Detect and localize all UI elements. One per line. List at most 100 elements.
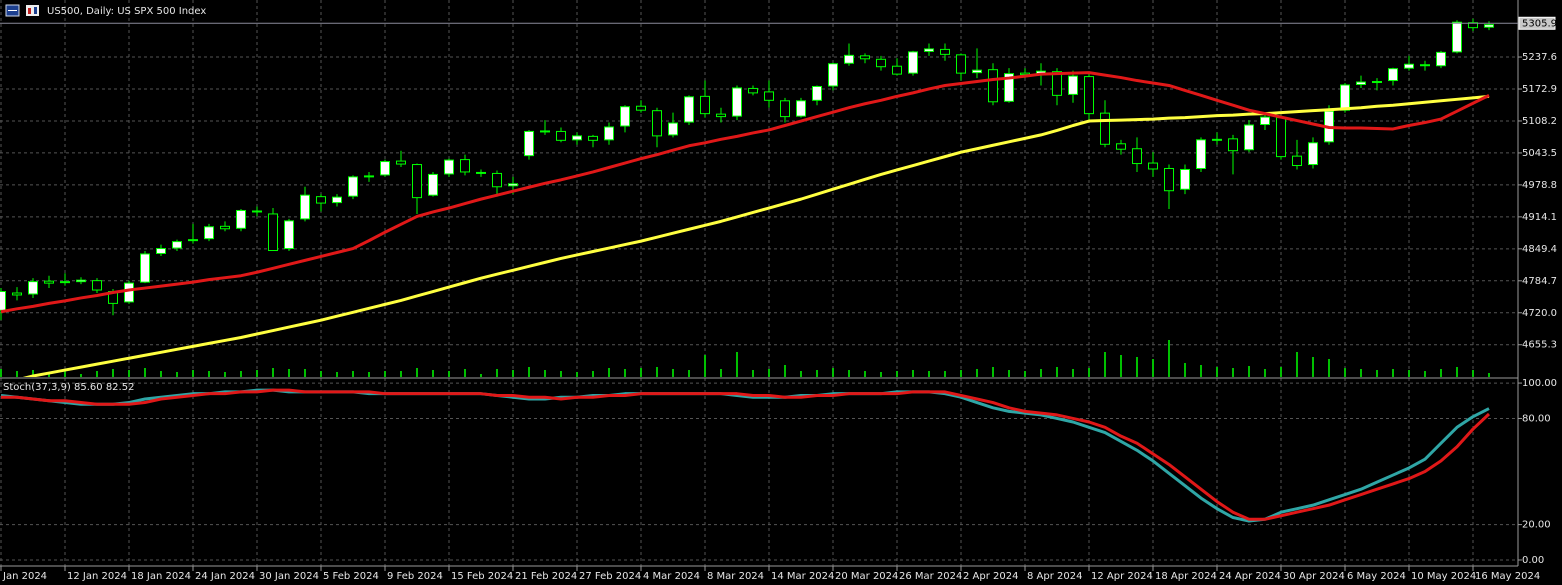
candle-body <box>444 159 454 175</box>
volume-bar <box>752 370 754 377</box>
volume-bar <box>1136 357 1138 377</box>
candle-body <box>684 96 694 123</box>
volume-bar <box>1248 366 1250 377</box>
volume-bar <box>976 369 978 377</box>
volume-bar <box>1008 370 1010 377</box>
candle-body <box>92 280 102 291</box>
y-tick-label: 5237.6 <box>1522 52 1557 63</box>
candle-body <box>220 225 230 230</box>
candle-body <box>1404 63 1414 69</box>
chart-title: US500, Daily: US SPX 500 Index <box>47 6 206 17</box>
volume-bar <box>224 372 226 377</box>
volume-bar <box>1408 370 1410 377</box>
candle-body <box>1084 76 1094 115</box>
icon <box>34 7 37 14</box>
volume-bar <box>1472 370 1474 377</box>
volume-bar <box>1168 340 1170 377</box>
header-icons <box>5 4 39 17</box>
candle-body <box>1468 22 1478 29</box>
candle-body <box>556 130 566 141</box>
candle-body <box>908 51 918 74</box>
candle-body <box>1436 51 1446 67</box>
x-tick-label: 5 Feb 2024 <box>323 571 379 582</box>
candle-body <box>508 183 518 187</box>
candle-body <box>476 171 486 174</box>
candle-body <box>828 63 838 87</box>
volume-bar <box>240 371 242 377</box>
series-line <box>1 388 1491 521</box>
grid <box>0 0 1518 566</box>
volume-bar <box>832 368 834 377</box>
candle-body <box>1244 124 1254 151</box>
volume-bar <box>864 371 866 377</box>
candle-body <box>1484 24 1494 28</box>
candle-body <box>364 175 374 178</box>
candle-body <box>1196 139 1206 169</box>
x-tick-label: 30 Apr 2024 <box>1283 571 1345 582</box>
candle-body <box>1116 143 1126 150</box>
y-tick-label: 4849.4 <box>1522 244 1557 255</box>
volume-bar <box>1152 359 1154 377</box>
volume-bar <box>496 369 498 377</box>
candle-body <box>1372 81 1382 84</box>
y-tick-label: 4914.1 <box>1522 212 1557 223</box>
candle-body <box>748 87 758 94</box>
x-tick-label: 12 Jan 2024 <box>67 571 127 582</box>
volume-bar <box>528 367 530 377</box>
volume-bar <box>1120 355 1122 377</box>
x-tick-label: 2 Apr 2024 <box>963 571 1018 582</box>
volume-bar <box>144 368 146 377</box>
y-tick-label: 5108.2 <box>1522 116 1557 127</box>
candle-body <box>956 54 966 74</box>
y-tick-label: 4720.0 <box>1522 308 1557 319</box>
volume-bar <box>192 370 194 377</box>
candle-body <box>1164 167 1174 192</box>
candle-body <box>588 135 598 141</box>
volume-bar <box>736 352 738 377</box>
volume-bar <box>1296 352 1298 377</box>
candle-body <box>524 130 534 157</box>
candle-body <box>636 105 646 111</box>
volume-bar <box>64 371 66 377</box>
volume-bar <box>32 370 34 377</box>
volume-bar <box>656 367 658 377</box>
candle-body <box>1100 112 1110 145</box>
volume-bar <box>576 372 578 377</box>
candle-body <box>236 209 246 229</box>
candle-body <box>700 95 710 115</box>
x-tick-label: 12 Apr 2024 <box>1091 571 1153 582</box>
volume-bar <box>1280 367 1282 377</box>
volume-bar <box>1440 369 1442 377</box>
volume-bar <box>1360 369 1362 377</box>
volume-bar <box>640 368 642 377</box>
volume-bar <box>176 372 178 377</box>
y-tick-label: 100.00 <box>1522 378 1557 389</box>
x-tick-label: 14 Mar 2024 <box>771 571 834 582</box>
volume-bar <box>1344 368 1346 377</box>
volume-bar <box>768 369 770 377</box>
volume-bar <box>448 371 450 377</box>
candle-body <box>60 281 70 284</box>
candle-body <box>44 280 54 284</box>
last-price-label: 5305.9 <box>1522 18 1557 29</box>
volume-bar <box>400 371 402 377</box>
volume-bar <box>288 369 290 377</box>
candle-body <box>988 69 998 103</box>
x-tick-label: 30 Jan 2024 <box>259 571 319 582</box>
indicator-title: Stoch(37,3,9) 85.60 82.52 <box>3 382 134 393</box>
candle-body <box>204 226 214 240</box>
volume-bar <box>160 371 162 377</box>
volume-bar <box>336 372 338 377</box>
series-line <box>0 71 1490 314</box>
x-tick-label: 15 Feb 2024 <box>451 571 513 582</box>
candle-body <box>1420 64 1430 67</box>
candle-body <box>12 292 22 296</box>
x-tick-label: 9 Feb 2024 <box>387 571 443 582</box>
candle-body <box>492 172 502 188</box>
volume-bar <box>672 369 674 377</box>
x-tick-label: 10 May 2024 <box>1411 571 1476 582</box>
x-tick-label: 18 Jan 2024 <box>131 571 191 582</box>
candle-body <box>780 100 790 118</box>
volume-bar <box>896 371 898 377</box>
